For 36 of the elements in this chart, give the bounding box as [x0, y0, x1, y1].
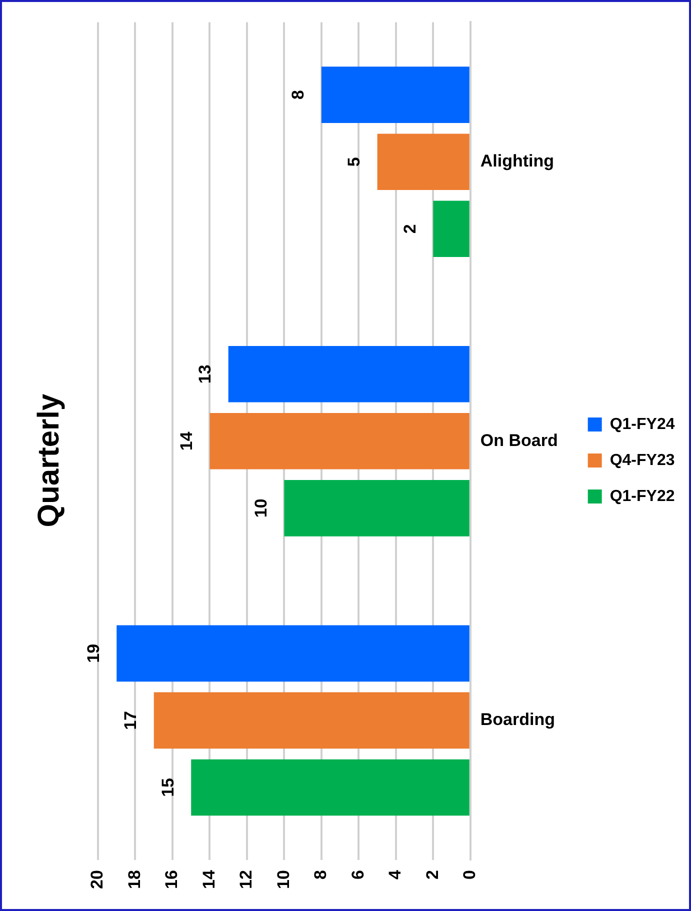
bar — [154, 692, 470, 749]
x-tick-label: 4 — [386, 870, 405, 880]
x-tick-label: 20 — [88, 870, 107, 890]
data-label: 2 — [400, 224, 420, 234]
x-tick-label: 12 — [236, 870, 256, 890]
data-label: 14 — [176, 431, 196, 451]
bar — [116, 625, 470, 682]
data-label: 5 — [344, 157, 364, 167]
x-tick-label: 8 — [311, 870, 330, 880]
x-tick-label: 6 — [348, 870, 368, 880]
data-label: 17 — [121, 710, 140, 730]
bar — [191, 759, 470, 816]
y-tick-label: Alighting — [480, 152, 554, 171]
data-label: 10 — [251, 498, 270, 518]
bar — [210, 412, 470, 470]
x-tick-label: 0 — [460, 870, 480, 880]
data-label: 8 — [288, 90, 308, 100]
legend-label: Q1-FY24 — [610, 416, 675, 433]
text: Quarterly — [32, 393, 66, 528]
x-tick-label: 14 — [199, 870, 218, 890]
x-tick-label: 2 — [422, 870, 442, 880]
x-tick-label: 18 — [124, 870, 144, 890]
bar — [228, 346, 470, 402]
legend-label: Q4-FY23 — [610, 452, 675, 469]
bar — [321, 66, 470, 123]
x-tick-label: 16 — [162, 870, 182, 890]
bar — [433, 200, 470, 258]
y-tick-label: On Board — [480, 430, 558, 450]
x-tick-label: 10 — [274, 870, 293, 890]
legend-label: Q1-FY22 — [610, 488, 675, 505]
bar — [377, 134, 470, 190]
data-label: 13 — [196, 364, 215, 384]
data-label: 15 — [158, 778, 178, 797]
data-label: 19 — [84, 644, 103, 663]
bar — [284, 480, 470, 536]
y-tick-label: Boarding — [480, 710, 555, 730]
